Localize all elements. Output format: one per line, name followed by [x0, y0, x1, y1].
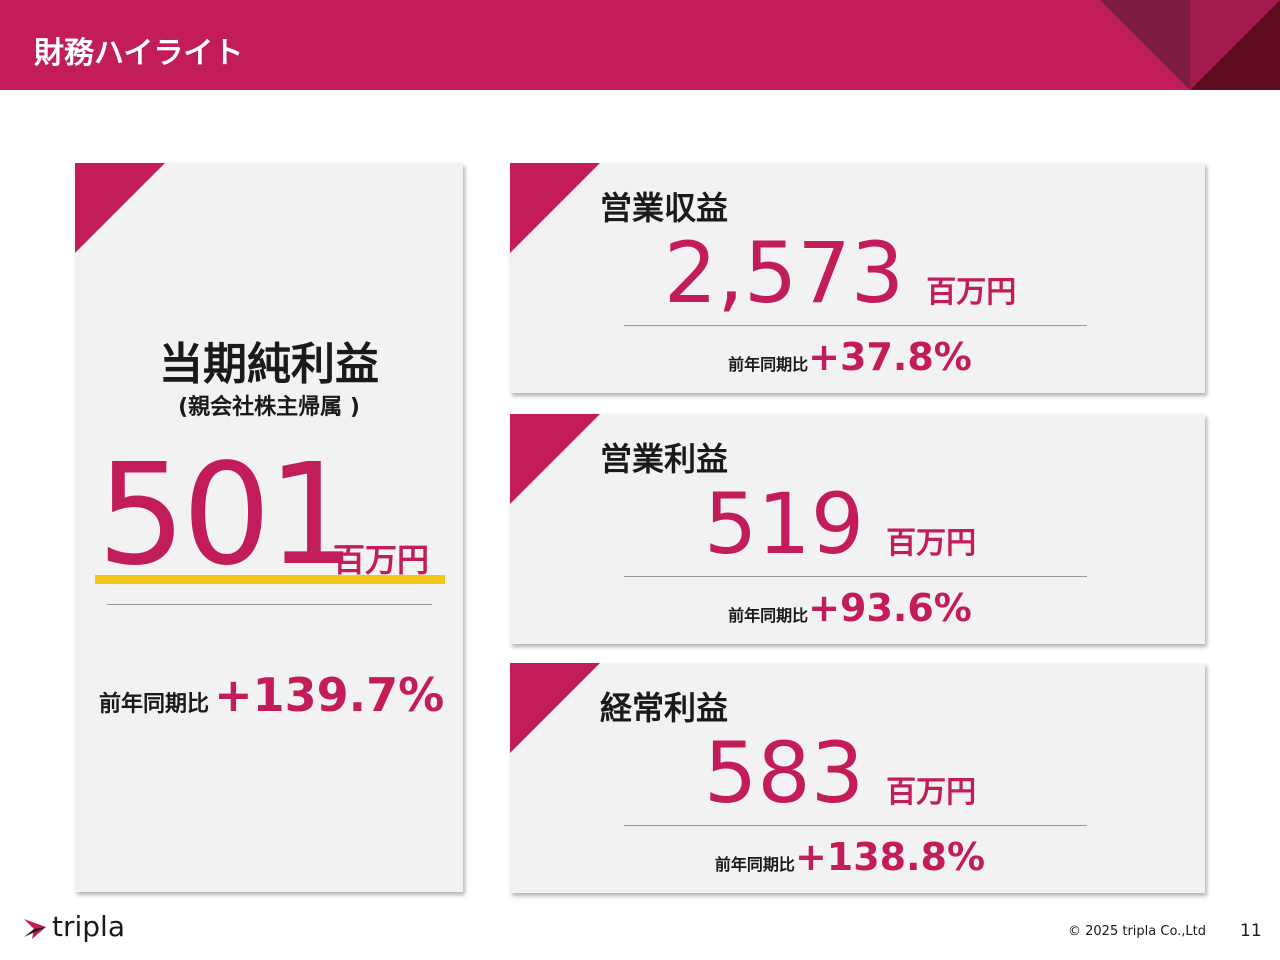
- value-row: 583 百万円: [510, 725, 1170, 821]
- divider: [624, 825, 1087, 826]
- copyright: © 2025 tripla Co.,Ltd: [1068, 924, 1207, 939]
- page-title: 財務ハイライト: [34, 36, 244, 71]
- comparison: 前年同期比+93.6%: [510, 586, 1190, 630]
- value: 583: [703, 724, 865, 822]
- kpi-card: 経常利益 583 百万円前年同期比+138.8%: [510, 663, 1205, 893]
- unit: 百万円: [886, 775, 977, 810]
- value: 519: [703, 475, 865, 573]
- divider: [624, 576, 1087, 577]
- value-row: 519 百万円: [510, 476, 1170, 572]
- card-title: 営業利益: [600, 440, 729, 478]
- card-title: 営業収益: [600, 189, 729, 227]
- page-number: 11: [1240, 921, 1262, 941]
- header-decoration: [1100, 0, 1280, 90]
- comparison: 前年同期比 +139.7%: [99, 668, 444, 722]
- highlight-underline: [95, 575, 445, 584]
- comparison-label: 前年同期比: [714, 855, 795, 874]
- comparison-label: 前年同期比: [728, 355, 809, 374]
- comparison: 前年同期比+37.8%: [510, 335, 1190, 379]
- change: +138.8%: [794, 835, 986, 879]
- value: 501: [97, 434, 356, 597]
- unit: 百万円: [926, 275, 1017, 310]
- comparison: 前年同期比+138.8%: [510, 835, 1190, 879]
- card-title: 当期純利益: [159, 339, 379, 390]
- change: +93.6%: [808, 586, 972, 630]
- change: +37.8%: [808, 335, 972, 379]
- kpi-card: 営業収益 2,573 百万円前年同期比+37.8%: [510, 163, 1205, 393]
- unit: 百万円: [886, 526, 977, 561]
- logo-icon: [24, 919, 46, 939]
- logo: tripla: [52, 910, 125, 943]
- divider: [107, 604, 432, 605]
- divider: [624, 325, 1087, 326]
- value: 2,573: [663, 224, 905, 322]
- comparison-label: 前年同期比: [99, 692, 210, 717]
- header-bar: [0, 0, 1280, 90]
- card-title: 経常利益: [600, 689, 729, 727]
- card-subtitle: (親会社株主帰属 ): [178, 395, 360, 420]
- comparison-label: 前年同期比: [728, 606, 809, 625]
- value-row: 2,573 百万円: [510, 225, 1170, 321]
- change: +139.7%: [214, 668, 445, 722]
- kpi-card: 営業利益 519 百万円前年同期比+93.6%: [510, 414, 1205, 644]
- unit: 百万円: [333, 541, 430, 579]
- main-card: 当期純利益 (親会社株主帰属 ) 501 百万円 前年同期比 +139.7%: [75, 163, 463, 892]
